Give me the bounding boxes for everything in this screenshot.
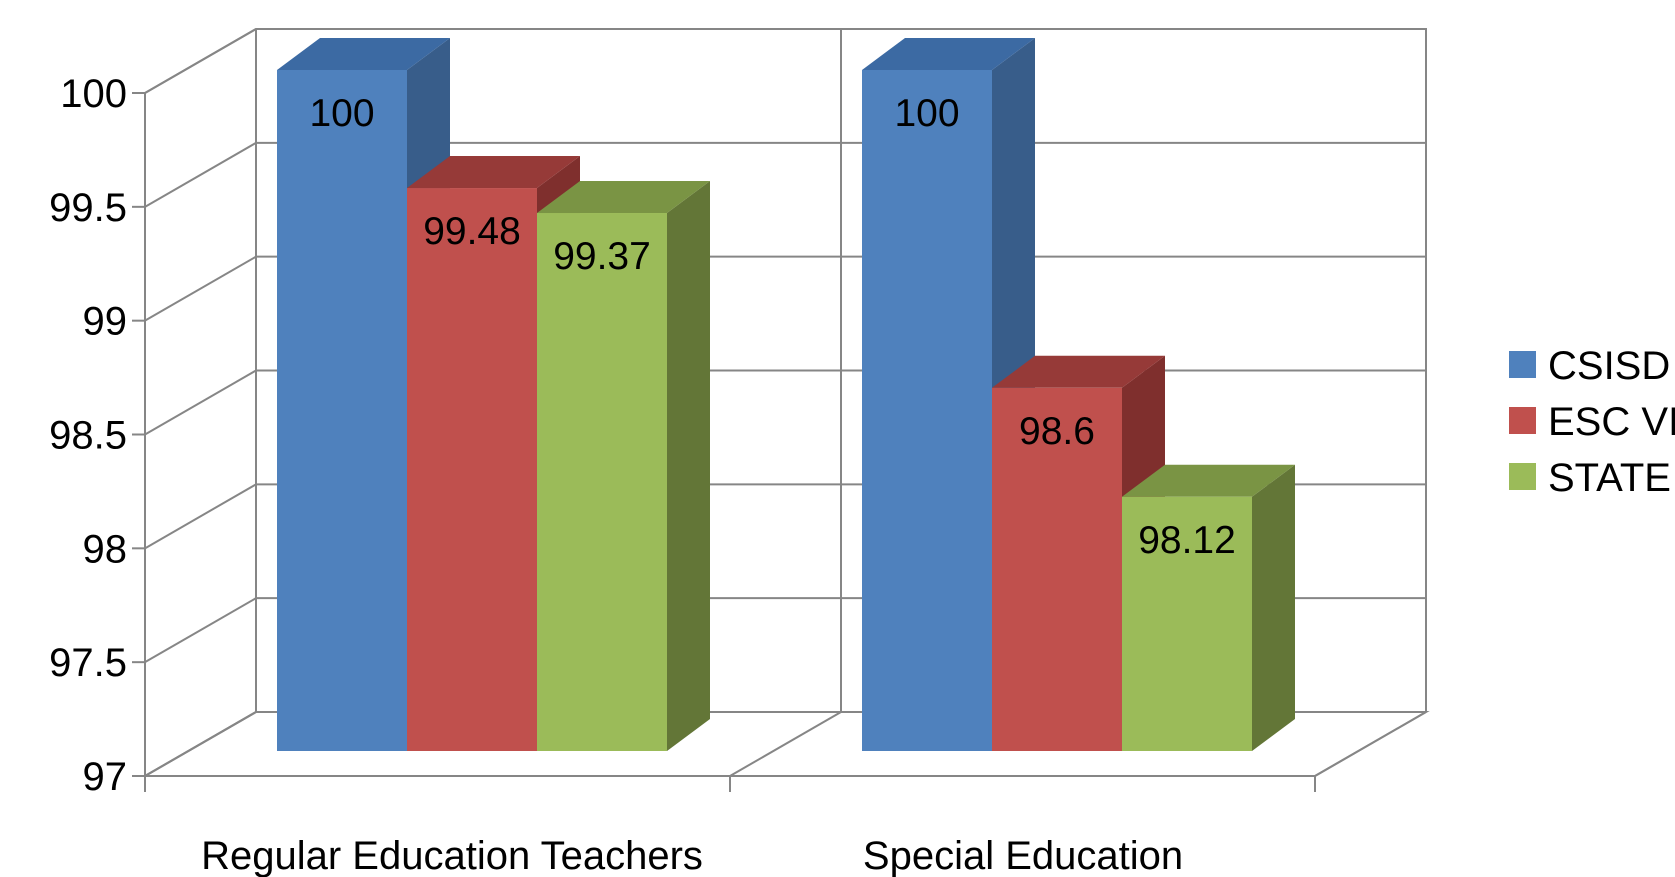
data-label: 99.48 <box>423 210 521 253</box>
y-tick-label: 98.5 <box>49 414 127 458</box>
bar-side <box>667 181 710 751</box>
bar-state-0 <box>537 181 710 751</box>
bar-top <box>862 38 1035 70</box>
y-tick-label: 100 <box>60 72 127 116</box>
y-tick-label: 97.5 <box>49 641 127 685</box>
category-floor-divider <box>729 711 842 777</box>
bar-top <box>537 181 710 214</box>
legend-label: ESC VI <box>1548 400 1675 444</box>
x-category-label: Special Education <box>863 834 1183 877</box>
gridline-side <box>144 597 257 664</box>
legend-label: STATE <box>1548 456 1671 500</box>
y-tick-label: 98 <box>83 527 128 571</box>
legend-swatch-esc-vi <box>1509 407 1536 434</box>
legend: CSISD ESC VI STATE <box>1509 344 1675 500</box>
data-label: 98.6 <box>1019 410 1095 453</box>
bar-top <box>277 38 450 70</box>
category-floor-divider <box>144 711 257 777</box>
gridline-side <box>144 28 257 94</box>
category-floor-divider <box>1314 711 1427 777</box>
bar-front <box>537 213 667 751</box>
y-tick-label: 99.5 <box>49 186 127 230</box>
legend-swatch-csisd <box>1509 351 1536 378</box>
bar-front <box>277 70 407 751</box>
data-label: 98.12 <box>1138 519 1236 562</box>
data-labels: 100 99.48 99.37 100 98.6 98.12 <box>309 92 1235 562</box>
gridline-side <box>144 255 257 322</box>
bar-state-1 <box>1122 464 1295 751</box>
bar-front <box>992 387 1122 751</box>
x-category-label: Regular Education Teachers <box>201 834 703 877</box>
bars <box>277 38 1295 752</box>
legend-label: CSISD <box>1548 344 1670 388</box>
bar-top <box>992 355 1165 388</box>
y-tick-label: 97 <box>83 755 128 799</box>
x-category-labels: Regular Education Teachers Special Educat… <box>201 834 1183 877</box>
data-label: 99.37 <box>553 235 651 278</box>
bar-side <box>1252 464 1295 751</box>
axes <box>132 29 1427 792</box>
data-label: 100 <box>309 92 374 135</box>
gridline-side <box>144 369 257 436</box>
bar-top <box>1122 464 1295 497</box>
gridline-side <box>144 141 257 208</box>
data-label: 100 <box>894 92 959 135</box>
bar-front <box>407 188 537 752</box>
bar-front <box>862 70 992 751</box>
legend-swatch-state <box>1509 463 1536 490</box>
y-tick-label: 99 <box>83 300 128 344</box>
gridline-side <box>144 483 257 550</box>
y-tick-labels: 97 97.5 98 98.5 99 99.5 100 <box>49 72 127 799</box>
bar-top <box>407 156 580 189</box>
bar-front <box>1122 496 1252 751</box>
